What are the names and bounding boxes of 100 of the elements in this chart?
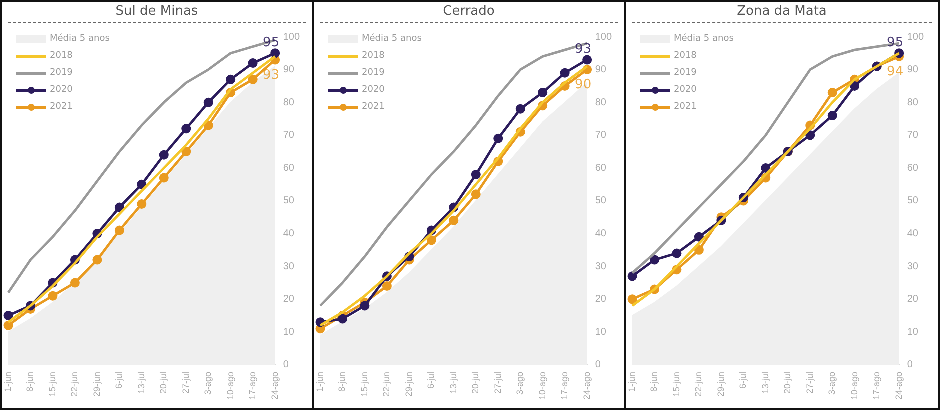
y-tick-label: 60	[595, 162, 607, 174]
x-tick-label: 22-jun	[70, 372, 80, 398]
legend-label: 2021	[50, 102, 73, 112]
legend-label: 2020	[362, 84, 385, 94]
x-tick-label: 8-jun	[649, 372, 660, 392]
y-tick-label: 50	[907, 196, 919, 207]
point	[806, 130, 816, 140]
y-tick-label: 0	[907, 360, 914, 371]
legend-label: 2019	[674, 68, 697, 78]
point	[70, 278, 80, 288]
y-tick-label: 20	[283, 294, 295, 306]
x-tick-label: 15-jun	[671, 372, 682, 398]
y-tick-label: 40	[907, 228, 919, 240]
point	[114, 226, 124, 236]
legend-label: 2020	[50, 84, 73, 94]
y-tick-label: 0	[595, 360, 602, 371]
y-tick-label: 70	[283, 130, 295, 142]
point	[516, 104, 526, 114]
x-tick-label: 3-ago	[515, 372, 526, 396]
point	[828, 110, 838, 120]
point	[628, 272, 638, 282]
y-tick-label: 90	[595, 64, 607, 76]
x-tick-label: 22-jun	[694, 372, 704, 398]
y-tick-label: 30	[283, 261, 295, 272]
legend-label: 2021	[362, 102, 385, 112]
point	[182, 147, 192, 157]
point	[248, 74, 258, 84]
x-tick-label: 20-jul	[782, 372, 793, 394]
y-tick-label: 40	[283, 228, 295, 240]
x-tick-label: 27-jul	[804, 372, 815, 394]
x-tick-label: 6-jul	[426, 372, 436, 389]
point	[761, 163, 771, 173]
point	[137, 180, 147, 190]
point	[628, 294, 638, 304]
y-tick-label: 100	[907, 32, 924, 43]
y-tick-label: 80	[283, 97, 295, 108]
y-tick-label: 100	[595, 32, 612, 43]
y-tick-label: 80	[595, 97, 607, 108]
x-tick-label: 22-jun	[382, 372, 392, 398]
legend-label: 2018	[50, 50, 73, 60]
point	[471, 190, 481, 200]
x-tick-label: 27-jul	[492, 372, 503, 394]
point	[426, 236, 436, 246]
point	[471, 170, 481, 180]
y-tick-label: 70	[595, 130, 607, 142]
data-label: 95	[887, 35, 904, 50]
legend-label: 2018	[674, 50, 697, 60]
y-tick-label: 30	[595, 261, 607, 272]
x-tick-label: 29-jun	[404, 372, 414, 398]
point	[92, 255, 102, 265]
x-tick-label: 10-ago	[849, 372, 860, 400]
y-tick-label: 60	[907, 162, 919, 174]
y-tick-label: 70	[907, 130, 919, 142]
x-tick-label: 10-ago	[225, 372, 236, 400]
x-tick-label: 20-jul	[158, 372, 169, 394]
point	[494, 134, 504, 144]
x-tick-label: 13-jul	[448, 372, 458, 394]
x-tick-label: 29-jun	[92, 372, 102, 398]
data-label: 90	[575, 78, 592, 93]
point	[137, 200, 147, 210]
point	[114, 202, 124, 212]
point	[338, 314, 348, 324]
point	[382, 282, 392, 292]
point	[270, 48, 280, 58]
chart-title: Sul de Minas	[8, 2, 306, 23]
x-tick-label: 24-ago	[270, 372, 280, 400]
legend-label: 2018	[362, 50, 385, 60]
y-tick-label: 10	[907, 326, 919, 338]
point	[182, 124, 192, 134]
y-tick-label: 10	[283, 326, 295, 338]
point	[449, 216, 459, 226]
y-tick-label: 60	[283, 162, 295, 174]
legend-label: 2020	[674, 84, 697, 94]
y-tick-label: 40	[595, 228, 607, 240]
point	[582, 55, 592, 65]
x-tick-label: 29-jun	[716, 372, 726, 398]
point	[360, 301, 370, 311]
x-tick-label: 1-jun	[314, 372, 325, 392]
data-label: 93	[575, 42, 592, 57]
y-tick-label: 90	[907, 64, 919, 76]
point	[850, 81, 860, 91]
x-tick-label: 24-ago	[894, 372, 904, 400]
legend-label: Média 5 anos	[50, 34, 110, 44]
x-tick-label: 17-ago	[872, 372, 882, 400]
point	[4, 320, 14, 330]
point	[204, 120, 214, 130]
x-tick-label: 15-jun	[359, 372, 370, 398]
point	[828, 88, 838, 98]
data-label: 93	[263, 68, 280, 83]
legend-label: 2019	[362, 68, 385, 78]
x-tick-label: 10-ago	[537, 372, 548, 400]
x-tick-label: 15-jun	[47, 372, 58, 398]
x-tick-label: 3-ago	[203, 372, 214, 396]
x-tick-label: 13-jul	[136, 372, 146, 394]
chart-title: Cerrado	[320, 2, 618, 23]
point	[159, 173, 169, 183]
point	[159, 150, 169, 160]
x-tick-label: 17-ago	[248, 372, 258, 400]
y-tick-label: 30	[907, 261, 919, 272]
x-tick-label: 13-jul	[760, 372, 770, 394]
